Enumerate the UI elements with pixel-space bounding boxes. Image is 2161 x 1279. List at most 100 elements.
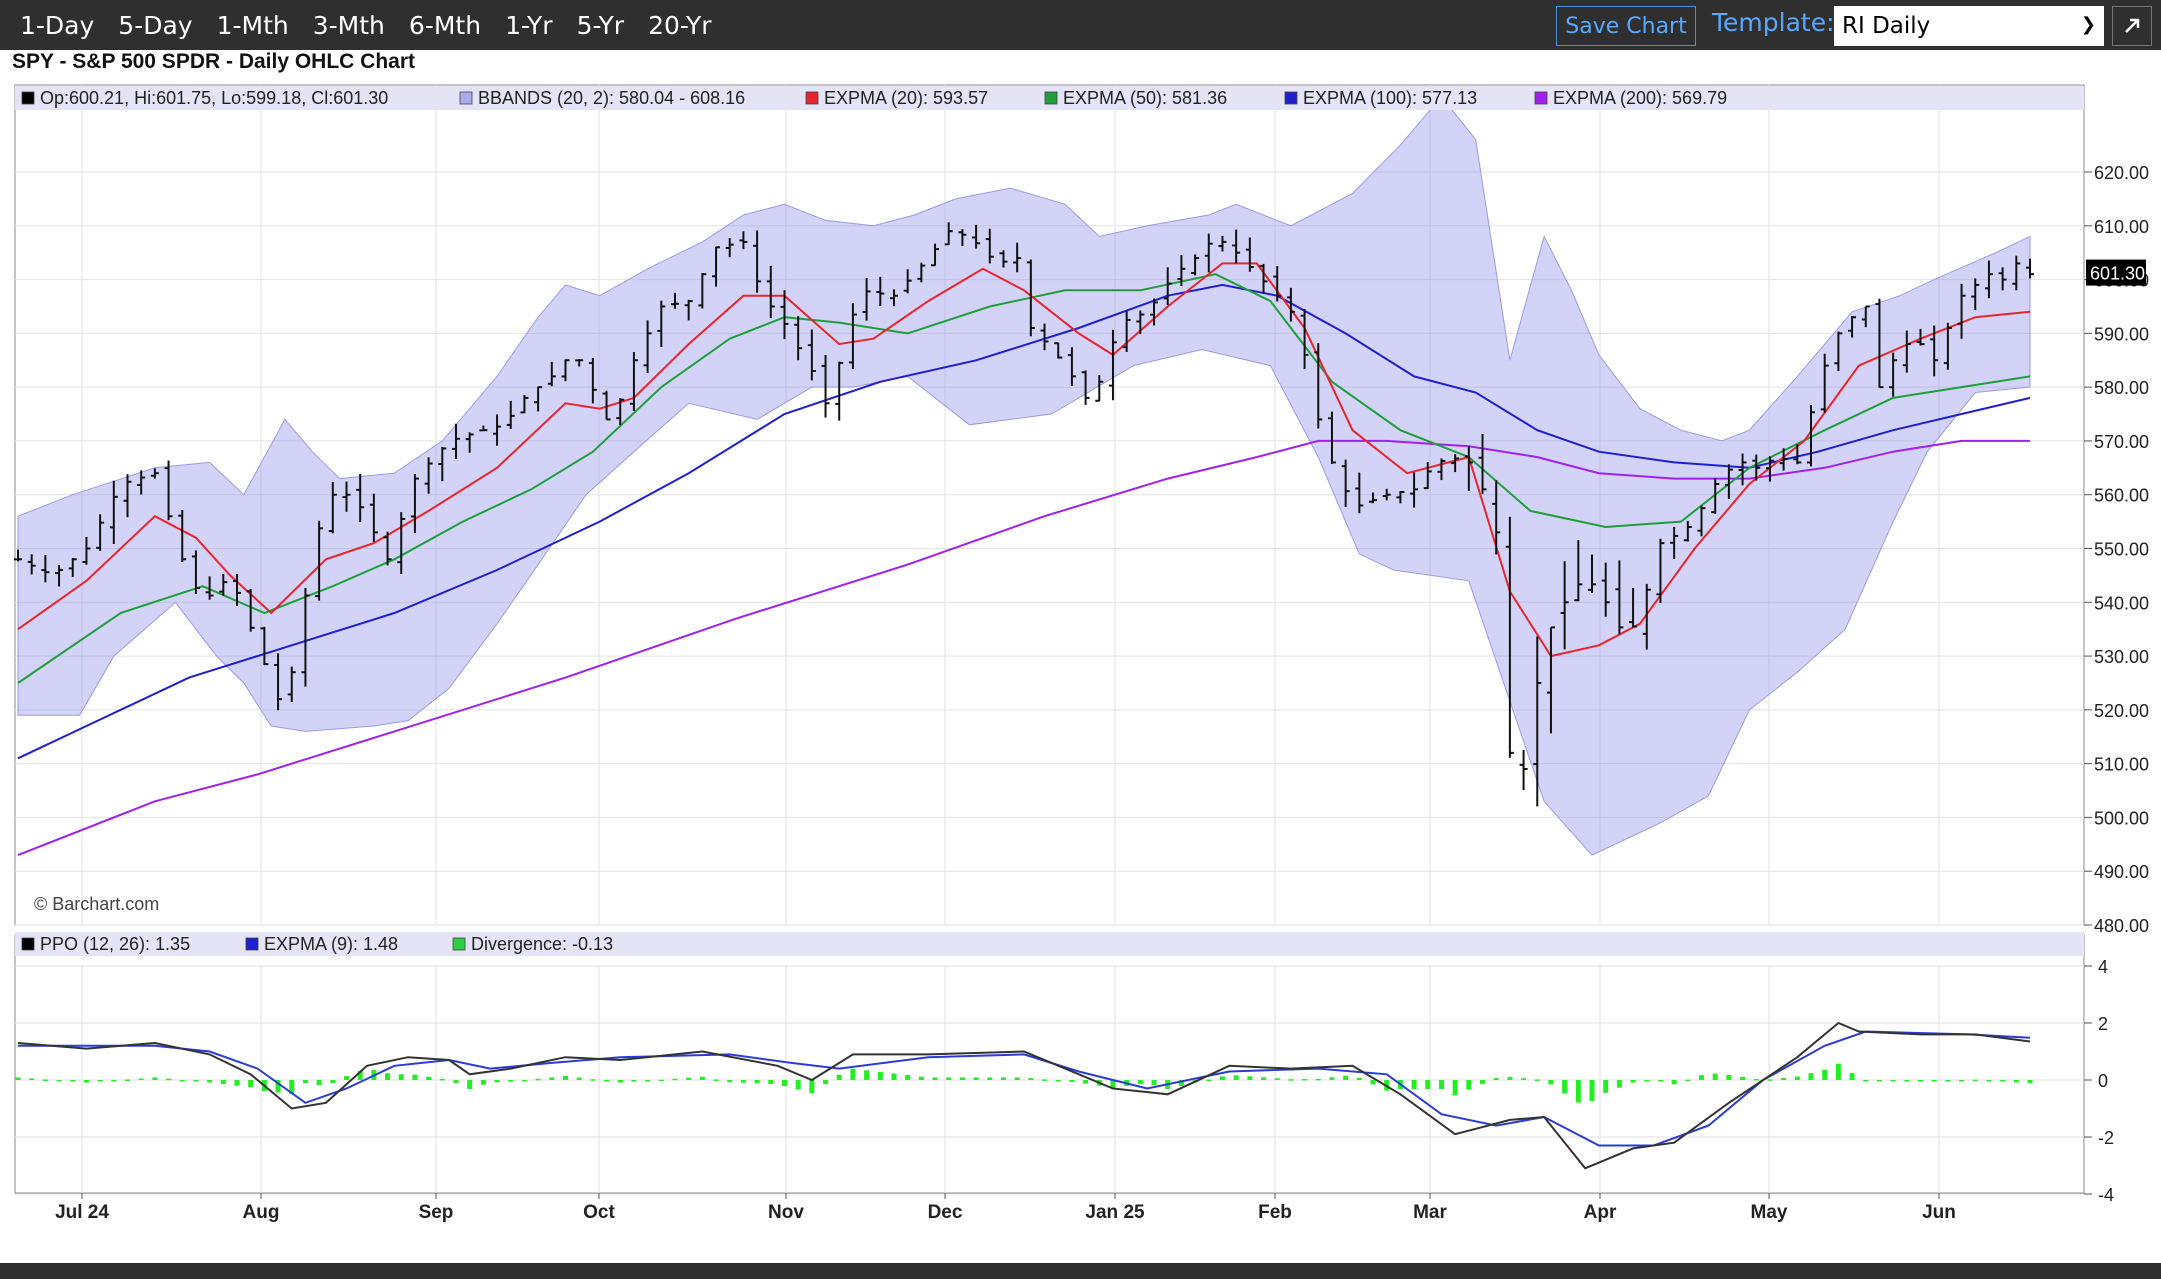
period-20-yr[interactable]: 20-Yr [648, 10, 712, 40]
divergence-bar [439, 1078, 445, 1081]
divergence-bar [302, 1080, 308, 1084]
expand-icon[interactable] [2112, 6, 2152, 46]
bottom-bar [0, 1263, 2161, 1279]
expma-200-line [17, 439, 2030, 857]
divergence-bar [590, 1079, 596, 1081]
ppo-panel [14, 934, 2085, 1194]
x-month-label: Jul 24 [55, 1202, 109, 1223]
ppo-tick-label: 4 [2098, 957, 2108, 977]
divergence-bar [1630, 1080, 1636, 1083]
divergence-bar [1616, 1080, 1622, 1088]
divergence-bar [1918, 1080, 1924, 1082]
divergence-bar [1315, 1078, 1321, 1081]
divergence-bar [1603, 1080, 1609, 1093]
divergence-bar [398, 1074, 404, 1080]
divergence-bar [809, 1080, 815, 1094]
price-legend-swatch [1534, 91, 1548, 105]
save-chart-button[interactable]: Save Chart [1556, 6, 1696, 46]
divergence-bar [1644, 1080, 1650, 1082]
divergence-bar [535, 1078, 541, 1081]
divergence-bar [905, 1075, 911, 1080]
divergence-bar [1945, 1080, 1951, 1082]
divergence-bar [521, 1080, 527, 1082]
divergence-bar [2000, 1080, 2006, 1082]
divergence-bar [1712, 1073, 1718, 1080]
divergence-bar [343, 1076, 349, 1080]
price-tick-label: 610.00 [2094, 217, 2149, 237]
price-tick-label: 530.00 [2094, 647, 2149, 667]
period-6-mth[interactable]: 6-Mth [408, 10, 482, 40]
divergence-bar [1808, 1073, 1814, 1080]
divergence-bar [1083, 1080, 1089, 1084]
divergence-bar [1014, 1077, 1020, 1080]
divergence-bar [1042, 1079, 1048, 1081]
price-tick-label: 480.00 [2094, 916, 2149, 936]
period-5-day[interactable]: 5-Day [118, 10, 193, 40]
price-legend-swatch [805, 91, 819, 105]
ppo-legend [15, 932, 2084, 956]
divergence-bar [699, 1076, 705, 1080]
divergence-bar [1261, 1077, 1267, 1080]
template-select[interactable]: RI Daily ❯ [1834, 6, 2104, 46]
ppo-legend-swatch [21, 937, 35, 951]
divergence-bar [672, 1078, 678, 1081]
divergence-bar [1493, 1078, 1499, 1080]
divergence-bar [987, 1077, 993, 1080]
divergence-bar [1699, 1075, 1705, 1080]
x-month-label: Feb [1258, 1202, 1292, 1223]
divergence-histogram [15, 1063, 2033, 1103]
divergence-bar [959, 1077, 965, 1080]
period-1-yr[interactable]: 1-Yr [505, 10, 553, 40]
price-legend-label: EXPMA (100): 577.13 [1303, 88, 1477, 108]
divergence-bar [1028, 1078, 1034, 1080]
divergence-bar [70, 1080, 76, 1082]
last-price-label: 601.30 [2090, 264, 2145, 284]
divergence-bar [480, 1080, 486, 1085]
divergence-bar [234, 1080, 240, 1086]
price-legend-label: Op:600.21, Hi:601.75, Lo:599.18, Cl:601.… [40, 88, 388, 108]
divergence-bar [1931, 1080, 1937, 1082]
period-5-yr[interactable]: 5-Yr [576, 10, 625, 40]
divergence-bar [1767, 1079, 1773, 1081]
divergence-bar [1548, 1080, 1554, 1085]
x-month-label: Apr [1584, 1202, 1617, 1223]
divergence-bar [248, 1080, 254, 1088]
divergence-bar [932, 1077, 938, 1080]
divergence-bar [138, 1078, 144, 1080]
divergence-bar [1959, 1080, 1965, 1082]
price-legend-swatch [21, 91, 35, 105]
price-legend-label: EXPMA (20): 593.57 [824, 88, 988, 108]
price-tick-label: 510.00 [2094, 755, 2149, 775]
divergence-bar [946, 1077, 952, 1080]
divergence-bar [1247, 1076, 1253, 1080]
ppo-tick-label: 2 [2098, 1014, 2108, 1034]
period-1-mth[interactable]: 1-Mth [216, 10, 289, 40]
period-1-day[interactable]: 1-Day [20, 10, 95, 40]
divergence-bar [83, 1080, 89, 1083]
last-price-box [2086, 259, 2146, 286]
divergence-bar [604, 1080, 610, 1082]
divergence-bar [152, 1077, 158, 1080]
divergence-bar [781, 1080, 787, 1086]
divergence-bar [412, 1074, 418, 1080]
divergence-bar [1466, 1080, 1472, 1090]
divergence-bar [1562, 1080, 1568, 1094]
divergence-bar [1835, 1063, 1841, 1080]
x-month-label: Sep [419, 1202, 454, 1223]
divergence-bar [467, 1080, 473, 1089]
divergence-bar [1849, 1073, 1855, 1080]
divergence-bar [111, 1080, 117, 1082]
ppo-legend-label: Divergence: -0.13 [471, 934, 613, 954]
price-tick-label: 500.00 [2094, 808, 2149, 828]
divergence-bar [193, 1080, 199, 1082]
divergence-bar [494, 1080, 500, 1083]
divergence-bar [56, 1080, 62, 1082]
x-month-label: Nov [768, 1202, 804, 1223]
ppo-tick-label: -4 [2098, 1185, 2114, 1205]
divergence-bar [658, 1079, 664, 1082]
divergence-bar [1822, 1069, 1828, 1080]
divergence-bar [275, 1080, 281, 1093]
expand-arrow-icon [2125, 18, 2140, 33]
chart-canvas[interactable]: 620.00610.00600.00590.00580.00570.00560.… [0, 50, 2161, 1262]
period-3-mth[interactable]: 3-Mth [312, 10, 385, 40]
